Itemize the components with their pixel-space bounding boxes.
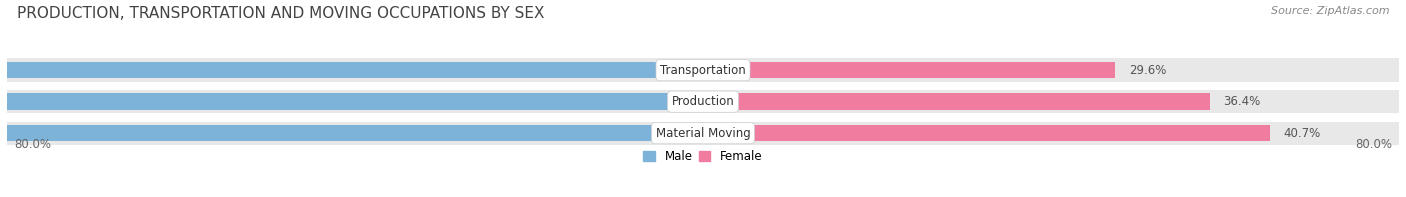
Bar <box>0 93 703 110</box>
Text: 80.0%: 80.0% <box>14 138 51 151</box>
Bar <box>703 62 1115 78</box>
Text: PRODUCTION, TRANSPORTATION AND MOVING OCCUPATIONS BY SEX: PRODUCTION, TRANSPORTATION AND MOVING OC… <box>17 6 544 21</box>
Bar <box>703 125 1270 141</box>
Bar <box>0 62 703 78</box>
Text: 80.0%: 80.0% <box>1355 138 1392 151</box>
Text: Source: ZipAtlas.com: Source: ZipAtlas.com <box>1271 6 1389 16</box>
Legend: Male, Female: Male, Female <box>638 145 768 168</box>
Text: 29.6%: 29.6% <box>1129 64 1167 77</box>
Bar <box>7 59 1399 82</box>
Bar <box>7 122 1399 145</box>
Text: 40.7%: 40.7% <box>1284 127 1320 140</box>
Text: Material Moving: Material Moving <box>655 127 751 140</box>
Bar <box>7 90 1399 113</box>
Text: 36.4%: 36.4% <box>1223 95 1261 108</box>
Bar <box>0 125 703 141</box>
Bar <box>703 93 1209 110</box>
Text: Transportation: Transportation <box>661 64 745 77</box>
Text: Production: Production <box>672 95 734 108</box>
